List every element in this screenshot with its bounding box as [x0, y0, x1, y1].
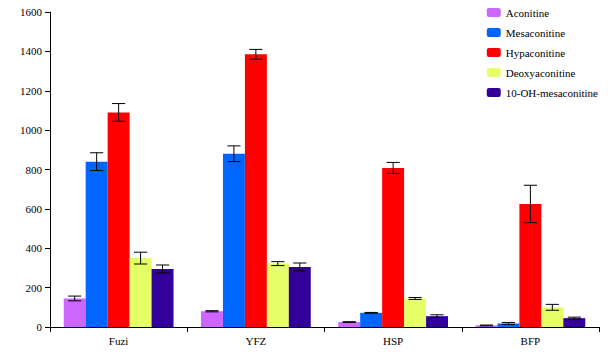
- svg-text:Fuzi: Fuzi: [109, 335, 129, 347]
- svg-text:Hypaconitine: Hypaconitine: [506, 47, 565, 59]
- svg-text:Aconitine: Aconitine: [506, 7, 549, 19]
- svg-text:1000: 1000: [20, 124, 43, 136]
- svg-text:BFP: BFP: [521, 335, 541, 347]
- svg-text:Deoxyaconitine: Deoxyaconitine: [506, 67, 576, 79]
- svg-text:0: 0: [37, 321, 43, 333]
- svg-text:HSP: HSP: [383, 335, 403, 347]
- svg-text:1400: 1400: [20, 45, 43, 57]
- svg-text:400: 400: [26, 242, 43, 254]
- svg-text:1600: 1600: [20, 6, 43, 18]
- svg-text:600: 600: [26, 203, 43, 215]
- svg-text:Mesaconitine: Mesaconitine: [506, 27, 565, 39]
- svg-text:200: 200: [26, 282, 43, 294]
- svg-text:1200: 1200: [20, 85, 43, 97]
- svg-text:YFZ: YFZ: [245, 335, 266, 347]
- svg-text:10-OH-mesaconitine: 10-OH-mesaconitine: [506, 87, 598, 99]
- svg-text:800: 800: [26, 164, 43, 176]
